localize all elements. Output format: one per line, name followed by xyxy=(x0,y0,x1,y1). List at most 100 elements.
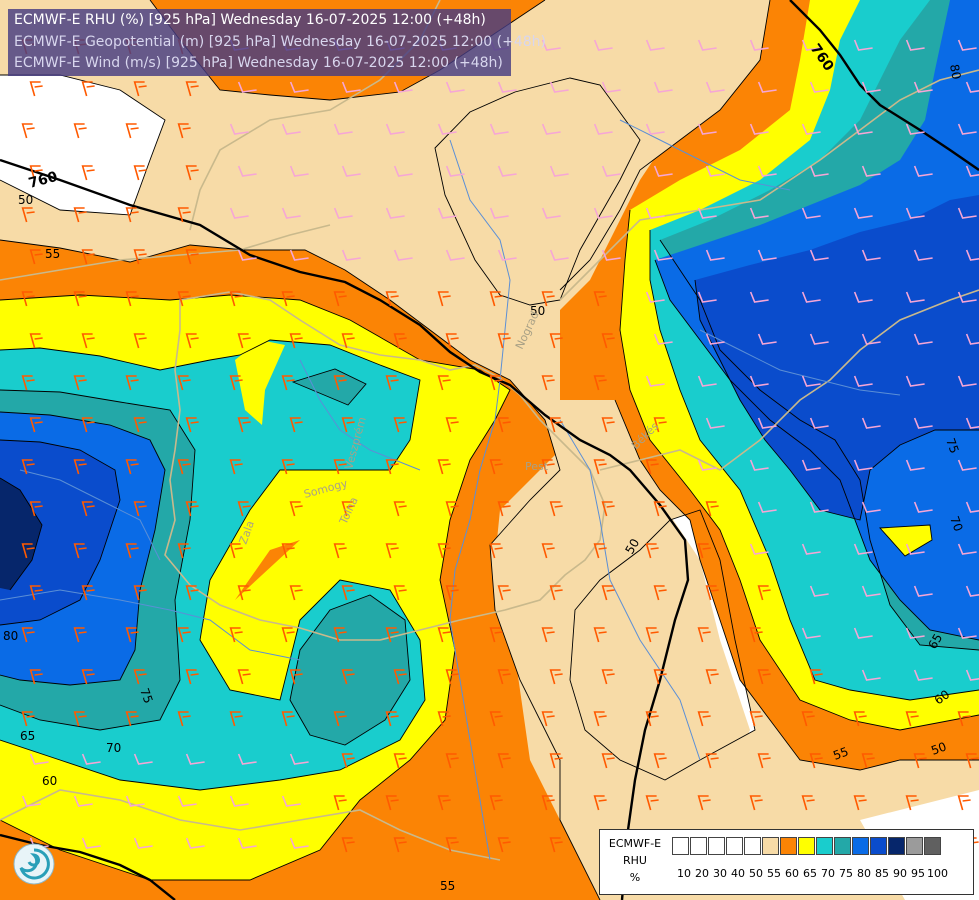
wind-barb xyxy=(549,837,563,853)
wind-barb xyxy=(965,81,979,93)
wind-barb xyxy=(497,417,511,433)
wind-barb xyxy=(125,207,139,223)
legend-swatch xyxy=(708,837,725,855)
wind-barb xyxy=(913,753,927,769)
wind-barb xyxy=(601,669,615,685)
wind-barb xyxy=(801,207,821,219)
wind-barb xyxy=(861,165,881,177)
wind-barb xyxy=(185,417,199,433)
wind-barb xyxy=(289,669,303,685)
wind-barb xyxy=(541,123,561,135)
wind-barb xyxy=(445,81,465,93)
legend-swatch xyxy=(726,837,743,855)
wind-barb xyxy=(229,459,243,475)
wind-barb xyxy=(489,795,503,811)
wind-barb xyxy=(541,207,561,219)
wind-barb xyxy=(853,207,873,219)
wind-barb xyxy=(801,711,815,727)
wind-barb xyxy=(29,81,43,97)
wind-barb xyxy=(341,333,355,349)
wind-barb xyxy=(445,417,459,433)
wind-barb xyxy=(385,123,405,135)
wind-barb xyxy=(905,39,925,51)
wind-barb xyxy=(497,249,517,261)
wind-barb xyxy=(861,585,881,597)
wind-barb xyxy=(81,669,95,685)
wind-barb xyxy=(853,123,873,135)
rhu-85-fill-west xyxy=(0,440,120,625)
legend-tick-label: 10 xyxy=(677,867,691,880)
wind-barb xyxy=(385,627,399,643)
wind-barb xyxy=(497,501,511,517)
wind-barb xyxy=(749,627,763,643)
wind-barb xyxy=(29,417,43,433)
legend-title-model: ECMWF-E xyxy=(608,837,662,850)
wind-barb xyxy=(905,459,925,471)
legend-swatches xyxy=(672,837,942,855)
wind-barb xyxy=(645,39,665,51)
wind-barb xyxy=(965,249,979,261)
color-legend: ECMWF-E RHU % 10 20 30 40 50 55 60 65 70 75 80 85 90… xyxy=(599,829,974,895)
wind-barb xyxy=(237,501,251,517)
wind-barb xyxy=(965,753,979,769)
wind-barb xyxy=(653,333,673,345)
rhu-85-fill-east xyxy=(695,195,979,520)
wind-barb xyxy=(21,711,35,727)
legend-swatch xyxy=(906,837,923,855)
contour-labels: 760 760 50 55 50 50 60 80 75 70 65 60 55… xyxy=(3,41,966,893)
borders xyxy=(0,0,979,861)
wind-barb xyxy=(749,795,763,811)
wind-barb xyxy=(861,753,875,769)
wind-barb xyxy=(185,585,199,601)
wind-barb xyxy=(749,291,769,303)
wind-barb xyxy=(601,585,615,601)
wind-barb xyxy=(749,207,769,219)
wind-barb xyxy=(81,837,101,849)
rhu-contour-label: 55 xyxy=(440,879,455,893)
wind-barb xyxy=(133,753,153,765)
wind-barb xyxy=(905,711,919,727)
legend-tick-label: 40 xyxy=(731,867,745,880)
wind-barb xyxy=(21,291,35,307)
wind-barb xyxy=(185,753,205,765)
wind-barb xyxy=(853,375,873,387)
wind-barb xyxy=(757,333,777,345)
wind-barb xyxy=(333,543,347,559)
rhu-contour-label: 65 xyxy=(925,631,945,651)
wind-barb xyxy=(705,333,725,345)
wind-barb xyxy=(809,585,829,597)
wind-barb xyxy=(393,753,407,769)
rhu-contour-label: 70 xyxy=(106,741,121,755)
wind-barb xyxy=(705,669,719,685)
wind-barb xyxy=(905,375,925,387)
legend-swatch xyxy=(870,837,887,855)
wind-barb xyxy=(81,81,95,97)
wind-barb xyxy=(645,543,659,559)
wind-barb xyxy=(133,585,147,601)
wind-barb xyxy=(853,39,873,51)
wind-barb xyxy=(957,543,977,555)
wind-barb xyxy=(229,543,243,559)
wind-barb xyxy=(593,375,607,391)
wind-barb xyxy=(341,249,361,261)
wind-barb xyxy=(125,711,139,727)
wind-barb xyxy=(601,333,615,349)
wind-barb xyxy=(965,333,979,345)
wind-barb xyxy=(697,459,717,471)
wind-barb xyxy=(437,795,451,811)
legend-tick-label: 50 xyxy=(749,867,763,880)
wind-barb xyxy=(237,753,257,765)
wind-barb xyxy=(913,417,933,429)
wind-barb xyxy=(593,627,607,643)
legend-swatch xyxy=(888,837,905,855)
wind-barb xyxy=(437,543,451,559)
wind-barb xyxy=(541,711,555,727)
wind-barb xyxy=(237,417,251,433)
wind-barb xyxy=(281,207,301,219)
wind-barb xyxy=(749,543,769,555)
wind-barb xyxy=(21,795,41,807)
wind-barb xyxy=(497,837,511,853)
wind-barb xyxy=(957,459,977,471)
wind-barb xyxy=(645,459,659,475)
